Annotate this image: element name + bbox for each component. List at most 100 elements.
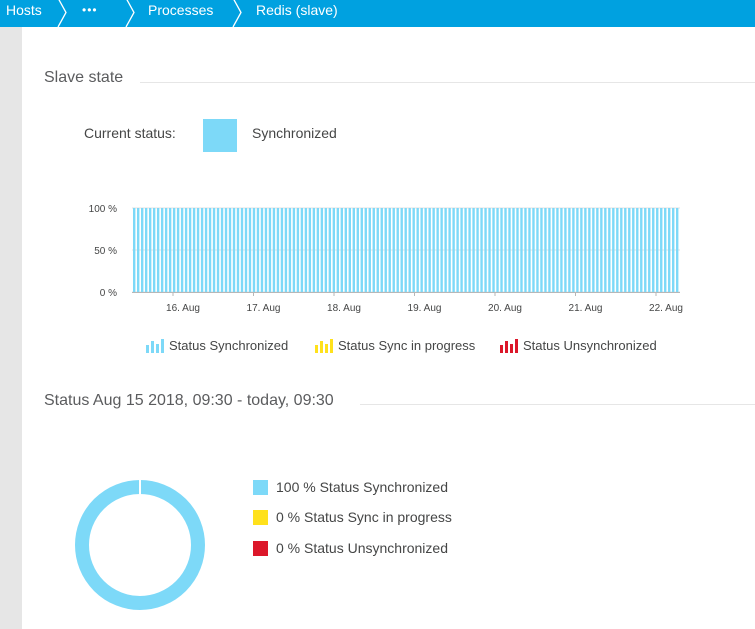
chart-bar[interactable] bbox=[560, 208, 563, 292]
chart-bar[interactable] bbox=[312, 208, 316, 292]
chart-bar[interactable] bbox=[672, 208, 675, 292]
chart-bar[interactable] bbox=[456, 208, 459, 292]
chart-bar[interactable] bbox=[316, 208, 320, 292]
chart-bar[interactable] bbox=[412, 208, 415, 292]
chart-bar[interactable] bbox=[548, 208, 551, 292]
chart-bar[interactable] bbox=[184, 208, 188, 292]
chart-bar[interactable] bbox=[220, 208, 224, 292]
chart-bar[interactable] bbox=[244, 208, 248, 292]
chart-bar[interactable] bbox=[328, 208, 332, 292]
chart-bar[interactable] bbox=[544, 208, 547, 292]
chart-bar[interactable] bbox=[592, 208, 595, 292]
chart-bar[interactable] bbox=[288, 208, 292, 292]
chart-bar[interactable] bbox=[136, 208, 140, 292]
chart-bar[interactable] bbox=[344, 208, 347, 292]
chart-bar[interactable] bbox=[464, 208, 467, 292]
chart-bar[interactable] bbox=[444, 208, 447, 292]
chart-bar[interactable] bbox=[676, 208, 679, 292]
chart-bar[interactable] bbox=[500, 208, 503, 292]
chart-bar[interactable] bbox=[144, 208, 148, 292]
chart-bar[interactable] bbox=[248, 208, 252, 292]
chart-bar[interactable] bbox=[668, 208, 671, 292]
chart-bar[interactable] bbox=[612, 208, 615, 292]
chart-bar[interactable] bbox=[516, 208, 519, 292]
chart-bar[interactable] bbox=[252, 208, 256, 292]
chart-bar[interactable] bbox=[616, 208, 619, 292]
chart-bar[interactable] bbox=[460, 208, 463, 292]
chart-bar[interactable] bbox=[488, 208, 491, 292]
chart-bar[interactable] bbox=[228, 208, 232, 292]
chart-bar[interactable] bbox=[280, 208, 284, 292]
chart-bar[interactable] bbox=[640, 208, 643, 292]
chart-bar[interactable] bbox=[236, 208, 240, 292]
chart-bar[interactable] bbox=[216, 208, 220, 292]
chart-bar[interactable] bbox=[268, 208, 272, 292]
chart-bar[interactable] bbox=[428, 208, 431, 292]
chart-bar[interactable] bbox=[624, 208, 627, 292]
chart-bar[interactable] bbox=[556, 208, 559, 292]
chart-bar[interactable] bbox=[148, 208, 152, 292]
chart-bar[interactable] bbox=[476, 208, 479, 292]
chart-bar[interactable] bbox=[364, 208, 367, 292]
chart-bar[interactable] bbox=[272, 208, 276, 292]
chart-bar[interactable] bbox=[472, 208, 475, 292]
chart-bar[interactable] bbox=[372, 208, 375, 292]
chart-bar[interactable] bbox=[596, 208, 599, 292]
chart-bar[interactable] bbox=[588, 208, 591, 292]
chart-bar[interactable] bbox=[392, 208, 395, 292]
chart-bar[interactable] bbox=[440, 208, 443, 292]
chart-bar[interactable] bbox=[404, 208, 407, 292]
chart-bar[interactable] bbox=[452, 208, 455, 292]
chart-bar[interactable] bbox=[636, 208, 639, 292]
chart-bar[interactable] bbox=[656, 208, 659, 292]
chart-bar[interactable] bbox=[196, 208, 200, 292]
chart-bar[interactable] bbox=[376, 208, 379, 292]
chart-bar[interactable] bbox=[396, 208, 399, 292]
slave-state-chart[interactable]: 100 % 50 % 0 % 16. Aug 17. Aug 18. Aug 19. Au… bbox=[70, 195, 710, 325]
breadcrumb-redis-slave[interactable]: Redis (slave) bbox=[256, 2, 338, 18]
chart-bar[interactable] bbox=[468, 208, 471, 292]
chart-bar[interactable] bbox=[492, 208, 495, 292]
chart-bar[interactable] bbox=[348, 208, 351, 292]
chart-bar[interactable] bbox=[388, 208, 391, 292]
chart-bar[interactable] bbox=[660, 208, 663, 292]
chart-bar[interactable] bbox=[332, 208, 336, 292]
chart-bar[interactable] bbox=[192, 208, 196, 292]
chart-bar[interactable] bbox=[484, 208, 487, 292]
chart-bar[interactable] bbox=[308, 208, 312, 292]
chart-bar[interactable] bbox=[644, 208, 647, 292]
chart-bar[interactable] bbox=[400, 208, 403, 292]
chart-bar[interactable] bbox=[528, 208, 531, 292]
chart-bar[interactable] bbox=[576, 208, 579, 292]
chart-bar[interactable] bbox=[408, 208, 411, 292]
chart-bar[interactable] bbox=[264, 208, 268, 292]
breadcrumb-hosts[interactable]: Hosts bbox=[6, 2, 42, 18]
chart-bar[interactable] bbox=[200, 208, 204, 292]
status-donut-chart[interactable] bbox=[73, 478, 207, 612]
chart-bar[interactable] bbox=[352, 208, 355, 292]
chart-bar[interactable] bbox=[496, 208, 499, 292]
breadcrumb-more[interactable]: ••• bbox=[82, 3, 98, 17]
chart-bar[interactable] bbox=[176, 208, 180, 292]
chart-bar[interactable] bbox=[380, 208, 383, 292]
chart-bar[interactable] bbox=[524, 208, 527, 292]
chart-bar[interactable] bbox=[296, 208, 300, 292]
chart-bar[interactable] bbox=[224, 208, 228, 292]
chart-bar[interactable] bbox=[652, 208, 655, 292]
chart-bar[interactable] bbox=[504, 208, 507, 292]
chart-bar[interactable] bbox=[260, 208, 264, 292]
chart-bar[interactable] bbox=[304, 208, 308, 292]
chart-bar[interactable] bbox=[416, 208, 419, 292]
breadcrumb-processes[interactable]: Processes bbox=[148, 2, 214, 18]
chart-bar[interactable] bbox=[360, 208, 363, 292]
chart-bar[interactable] bbox=[340, 208, 344, 292]
chart-bar[interactable] bbox=[232, 208, 236, 292]
chart-bar[interactable] bbox=[292, 208, 296, 292]
chart-bar[interactable] bbox=[632, 208, 635, 292]
chart-bar[interactable] bbox=[180, 208, 184, 292]
chart-bar[interactable] bbox=[532, 208, 535, 292]
chart-bar[interactable] bbox=[284, 208, 288, 292]
chart-bar[interactable] bbox=[608, 208, 611, 292]
chart-bar[interactable] bbox=[320, 208, 324, 292]
chart-bar[interactable] bbox=[648, 208, 651, 292]
